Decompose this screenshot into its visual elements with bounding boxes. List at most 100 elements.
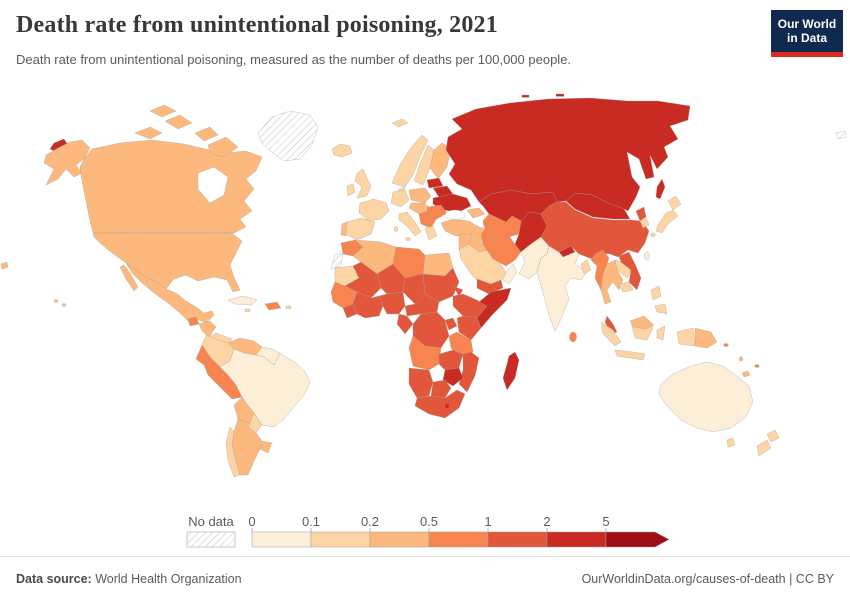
country-mozambique[interactable] [458, 351, 480, 393]
country-sumatra[interactable] [600, 321, 622, 347]
country-papua-new-guinea[interactable] [694, 327, 718, 349]
country-uk[interactable] [354, 168, 372, 199]
country-greece[interactable] [424, 225, 438, 241]
owid-logo-line1: Our World [777, 17, 837, 31]
country-south-korea[interactable] [639, 216, 650, 229]
country-botswana[interactable] [430, 379, 452, 399]
owid-logo[interactable]: Our World in Data [771, 10, 843, 57]
country-baltics[interactable] [426, 177, 444, 189]
country-zimbabwe[interactable] [442, 367, 464, 387]
country-somalia[interactable] [476, 287, 512, 329]
country-yemen[interactable] [476, 278, 504, 295]
country-france[interactable] [358, 198, 390, 222]
country-chile[interactable] [225, 426, 241, 478]
country-west-papua[interactable] [676, 327, 696, 347]
country-baffin[interactable] [207, 136, 239, 158]
country-japan-kyushu[interactable] [650, 232, 656, 238]
country-india[interactable] [536, 245, 588, 332]
country-cameroon-car[interactable] [404, 293, 440, 317]
country-spain[interactable] [344, 217, 376, 241]
country-romania-bulgaria[interactable] [426, 204, 448, 220]
country-japan-honshu[interactable] [655, 209, 679, 234]
country-ireland[interactable] [346, 183, 356, 197]
country-philippines-mindanao[interactable] [654, 303, 668, 315]
country-iceland[interactable] [331, 143, 353, 158]
country-iran[interactable] [480, 228, 522, 267]
country-new-zealand-south[interactable] [756, 439, 772, 457]
country-tasmania[interactable] [726, 437, 736, 448]
country-arctic-islands-4[interactable] [149, 104, 177, 118]
country-usa[interactable] [92, 232, 243, 293]
country-bangladesh[interactable] [580, 259, 592, 275]
country-angola[interactable] [408, 335, 442, 371]
country-nigeria[interactable] [378, 291, 406, 315]
footer-link[interactable]: OurWorldinData.org/causes-of-death | CC … [581, 571, 834, 586]
country-new-caledonia[interactable] [741, 370, 751, 378]
country-japan-hokkaido[interactable] [667, 195, 682, 211]
country-south-africa[interactable] [414, 389, 466, 419]
country-western-sahara[interactable] [330, 253, 344, 270]
country-arctic-speck[interactable] [521, 94, 530, 98]
country-gabon-congo[interactable] [396, 313, 414, 335]
choropleth-svg [0, 93, 847, 478]
legend-no-data-swatch[interactable] [186, 531, 236, 548]
country-lesotho[interactable] [445, 404, 449, 408]
country-cambodia[interactable] [618, 281, 634, 293]
country-china[interactable] [540, 201, 650, 260]
country-sulawesi[interactable] [656, 325, 666, 341]
country-madagascar[interactable] [502, 351, 520, 391]
country-arctic-islands-2[interactable] [164, 114, 193, 130]
country-vanuatu[interactable] [738, 356, 744, 362]
country-caucasus[interactable] [466, 207, 486, 219]
country-sicily[interactable] [405, 237, 411, 241]
country-arctic-speck-2[interactable] [555, 93, 565, 97]
country-borneo-malaysia[interactable] [629, 315, 655, 330]
country-arctic-islands-3[interactable] [194, 126, 219, 142]
country-hawaii[interactable] [53, 299, 59, 303]
right-edge-fragment[interactable] [835, 130, 847, 140]
country-russia[interactable] [445, 97, 691, 212]
country-baja[interactable] [119, 264, 139, 292]
country-fiji[interactable] [754, 364, 760, 368]
left-edge-fragment[interactable] [0, 261, 9, 270]
country-brazil[interactable] [219, 348, 311, 428]
legend-color-bar[interactable] [251, 531, 670, 548]
country-oman[interactable] [502, 263, 518, 285]
country-australia[interactable] [658, 361, 754, 433]
country-germany[interactable] [390, 189, 410, 208]
country-taiwan[interactable] [644, 251, 650, 261]
country-kenya[interactable] [456, 315, 482, 341]
legend-arrow-bin[interactable] [605, 531, 670, 548]
country-mongolia[interactable] [565, 192, 631, 220]
country-puerto-rico[interactable] [285, 305, 292, 309]
country-philippines-luzon[interactable] [650, 285, 662, 301]
country-norway[interactable] [391, 134, 429, 188]
country-mexico[interactable] [125, 262, 215, 324]
country-svalbard[interactable] [391, 118, 409, 128]
country-ivory-ghana[interactable] [352, 291, 384, 319]
country-laos[interactable] [614, 259, 632, 279]
country-cuba[interactable] [227, 295, 258, 306]
country-honduras-nicaragua[interactable] [198, 320, 217, 338]
country-portugal[interactable] [340, 221, 348, 237]
country-new-zealand-north[interactable] [766, 429, 780, 443]
country-eritrea[interactable] [452, 285, 464, 297]
country-uganda[interactable] [444, 317, 458, 331]
country-sri-lanka[interactable] [569, 331, 577, 343]
country-italy[interactable] [398, 211, 422, 237]
country-zambia[interactable] [438, 349, 464, 371]
country-arctic-islands[interactable] [134, 126, 163, 140]
country-poland[interactable] [408, 187, 432, 204]
country-hawaii-2[interactable] [61, 303, 67, 307]
country-java[interactable] [614, 349, 646, 361]
country-greenland[interactable] [257, 110, 319, 162]
country-namibia[interactable] [408, 367, 434, 399]
country-vietnam[interactable] [618, 251, 642, 291]
country-sakhalin[interactable] [655, 178, 666, 200]
country-jamaica[interactable] [244, 308, 251, 312]
country-sardinia[interactable] [393, 226, 399, 232]
country-hispaniola[interactable] [264, 301, 282, 311]
country-canada[interactable] [79, 139, 263, 234]
country-solomon-islands[interactable] [723, 343, 729, 347]
country-uzbekistan-turkmenistan[interactable] [482, 213, 524, 240]
